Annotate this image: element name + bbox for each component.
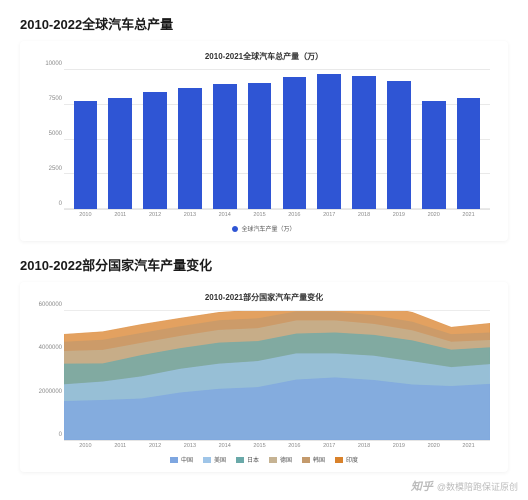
bar-chart-xaxis: 2010201120122013201420152016201720182019… bbox=[64, 210, 490, 218]
bar bbox=[422, 101, 446, 209]
area-chart-xaxis: 2010201120122013201420152016201720182019… bbox=[64, 441, 490, 449]
watermark: 知乎 @数模陪跑保证原创 bbox=[411, 478, 518, 494]
bar bbox=[387, 81, 411, 209]
y-tick-label: 5000 bbox=[49, 131, 62, 137]
legend-label: 德国 bbox=[280, 455, 292, 464]
x-tick-label: 2013 bbox=[172, 443, 207, 449]
legend-label: 中国 bbox=[181, 455, 193, 464]
x-tick-label: 2014 bbox=[207, 212, 242, 218]
bar-column bbox=[451, 70, 486, 209]
x-tick-label: 2011 bbox=[103, 443, 138, 449]
x-tick-label: 2014 bbox=[207, 443, 242, 449]
legend-item: 全球汽车产量（万） bbox=[232, 224, 295, 233]
x-tick-label: 2011 bbox=[103, 212, 138, 218]
x-tick-label: 2018 bbox=[347, 443, 382, 449]
bar-column bbox=[381, 70, 416, 209]
x-tick-label: 2016 bbox=[277, 212, 312, 218]
legend-item: 美国 bbox=[203, 455, 226, 464]
area-chart-card: 2010-2021部分国家汽车产量变化 0 2000000 4000000 60000… bbox=[20, 282, 508, 472]
section2-heading: 2010-2022部分国家汽车产量变化 bbox=[20, 255, 508, 274]
legend-swatch bbox=[236, 457, 244, 463]
area-svg bbox=[64, 311, 490, 440]
bar-column bbox=[416, 70, 451, 209]
bar-chart-legend: 全球汽车产量（万） bbox=[34, 224, 494, 233]
x-tick-label: 2010 bbox=[68, 212, 103, 218]
legend-swatch bbox=[203, 457, 211, 463]
bar-chart-card: 2010-2021全球汽车总产量（万） 0 2500 5000 7500 10000 2… bbox=[20, 41, 508, 241]
x-tick-label: 2021 bbox=[451, 212, 486, 218]
legend-swatch bbox=[335, 457, 343, 463]
bar-chart-title: 2010-2021全球汽车总产量（万） bbox=[34, 51, 494, 62]
x-tick-label: 2020 bbox=[416, 212, 451, 218]
bar-column bbox=[242, 70, 277, 209]
bar-column bbox=[103, 70, 138, 209]
x-tick-label: 2016 bbox=[277, 443, 312, 449]
x-tick-label: 2018 bbox=[347, 212, 382, 218]
legend-swatch bbox=[170, 457, 178, 463]
legend-label: 全球汽车产量（万） bbox=[241, 224, 295, 233]
section1-heading: 2010-2022全球汽车总产量 bbox=[20, 14, 508, 33]
legend-swatch bbox=[269, 457, 277, 463]
legend-label: 印度 bbox=[346, 455, 358, 464]
y-tick-label: 7500 bbox=[49, 96, 62, 102]
y-tick-label: 2000000 bbox=[39, 389, 62, 395]
bar bbox=[108, 98, 132, 209]
legend-label: 韩国 bbox=[313, 455, 325, 464]
x-tick-label: 2019 bbox=[381, 443, 416, 449]
bar-column bbox=[347, 70, 382, 209]
x-tick-label: 2021 bbox=[451, 443, 486, 449]
x-tick-label: 2015 bbox=[242, 212, 277, 218]
y-tick-label: 6000000 bbox=[39, 302, 62, 308]
bar-column bbox=[68, 70, 103, 209]
area-chart-plot: 0200000040000006000000 bbox=[34, 311, 494, 441]
x-tick-label: 2012 bbox=[138, 443, 173, 449]
legend-swatch bbox=[302, 457, 310, 463]
bar bbox=[283, 77, 307, 209]
bar-column bbox=[138, 70, 173, 209]
legend-item: 中国 bbox=[170, 455, 193, 464]
legend-swatch bbox=[232, 226, 238, 232]
y-tick-label: 0 bbox=[59, 432, 62, 438]
bar bbox=[74, 101, 98, 209]
y-tick-label: 2500 bbox=[49, 166, 62, 172]
bar bbox=[213, 84, 237, 209]
legend-item: 印度 bbox=[335, 455, 358, 464]
bar-column bbox=[172, 70, 207, 209]
zhihu-logo-icon: 知乎 bbox=[411, 478, 433, 494]
x-tick-label: 2017 bbox=[312, 212, 347, 218]
x-tick-label: 2012 bbox=[138, 212, 173, 218]
y-tick-label: 10000 bbox=[45, 61, 62, 67]
legend-label: 日本 bbox=[247, 455, 259, 464]
bar-column bbox=[312, 70, 347, 209]
x-tick-label: 2019 bbox=[381, 212, 416, 218]
x-tick-label: 2017 bbox=[312, 443, 347, 449]
bar bbox=[178, 88, 202, 209]
legend-label: 美国 bbox=[214, 455, 226, 464]
y-tick-label: 4000000 bbox=[39, 345, 62, 351]
watermark-author: @数模陪跑保证原创 bbox=[437, 480, 518, 493]
bar bbox=[248, 83, 272, 209]
x-tick-label: 2010 bbox=[68, 443, 103, 449]
bar bbox=[317, 74, 341, 209]
bar bbox=[352, 76, 376, 209]
x-tick-label: 2020 bbox=[416, 443, 451, 449]
bar-column bbox=[207, 70, 242, 209]
x-tick-label: 2015 bbox=[242, 443, 277, 449]
legend-item: 德国 bbox=[269, 455, 292, 464]
bar bbox=[143, 92, 167, 209]
y-tick-label: 0 bbox=[59, 201, 62, 207]
bar bbox=[457, 98, 481, 209]
x-tick-label: 2013 bbox=[172, 212, 207, 218]
legend-item: 韩国 bbox=[302, 455, 325, 464]
bar-column bbox=[277, 70, 312, 209]
legend-item: 日本 bbox=[236, 455, 259, 464]
area-chart-legend: 中国 美国 日本 德国 韩国 印度 bbox=[34, 455, 494, 464]
area-chart-title: 2010-2021部分国家汽车产量变化 bbox=[34, 292, 494, 303]
bar-chart-plot: 025005000750010000 bbox=[34, 70, 494, 210]
